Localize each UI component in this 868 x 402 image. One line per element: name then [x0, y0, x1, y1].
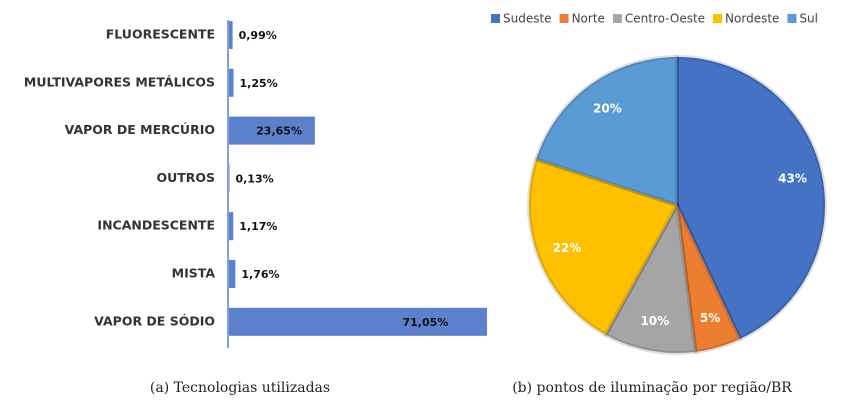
pie-slice: [675, 203, 743, 354]
pie-slice: [527, 157, 679, 337]
bar: [229, 307, 487, 336]
value-label: 71,05%: [402, 316, 448, 329]
category-label: VAPOR DE SÓDIO: [94, 313, 215, 328]
slice-label: 20%: [593, 102, 622, 116]
category-label: VAPOR DE MERCÚRIO: [65, 122, 215, 137]
bar: [229, 260, 236, 288]
legend-swatch: [787, 14, 797, 23]
bar: [229, 21, 233, 49]
category-label: OUTROS: [156, 170, 215, 185]
slice-label: 5%: [700, 311, 720, 325]
category-label: MISTA: [172, 266, 216, 281]
value-label: 1,76%: [241, 268, 279, 281]
legend-label: Centro-Oeste: [625, 12, 705, 26]
legend-label: Sudeste: [503, 12, 552, 26]
legend-label: Sul: [799, 12, 818, 26]
legend-label: Norte: [572, 12, 605, 26]
legend-swatch: [612, 14, 622, 23]
legend-label: Nordeste: [725, 12, 779, 26]
category-label: FLUORESCENTE: [106, 27, 215, 42]
slice-label: 10%: [640, 314, 669, 328]
legend-swatch: [491, 14, 500, 23]
bar: [229, 212, 234, 241]
legend-swatch: [559, 14, 569, 23]
value-label: 0,99%: [239, 29, 277, 42]
caption-a: (a) Tecnologias utilizadas: [150, 380, 330, 396]
value-label: 1,17%: [239, 220, 277, 233]
pie-slice: [534, 55, 679, 207]
legend-swatch: [713, 14, 723, 23]
bar: [229, 68, 234, 97]
caption-b: (b) pontos de iluminação por região/BR: [512, 380, 792, 396]
value-label: 0,13%: [235, 172, 273, 185]
bar: [229, 116, 315, 145]
pie-slice: [603, 203, 698, 355]
slice-label: 43%: [778, 172, 807, 186]
slice-label: 22%: [553, 241, 582, 255]
pie-slice: [675, 55, 827, 341]
category-label: INCANDESCENTE: [97, 218, 215, 233]
category-label: MULTIVAPORES METÁLICOS: [24, 74, 215, 89]
value-label: 1,25%: [240, 77, 278, 90]
value-label: 23,65%: [256, 125, 302, 138]
